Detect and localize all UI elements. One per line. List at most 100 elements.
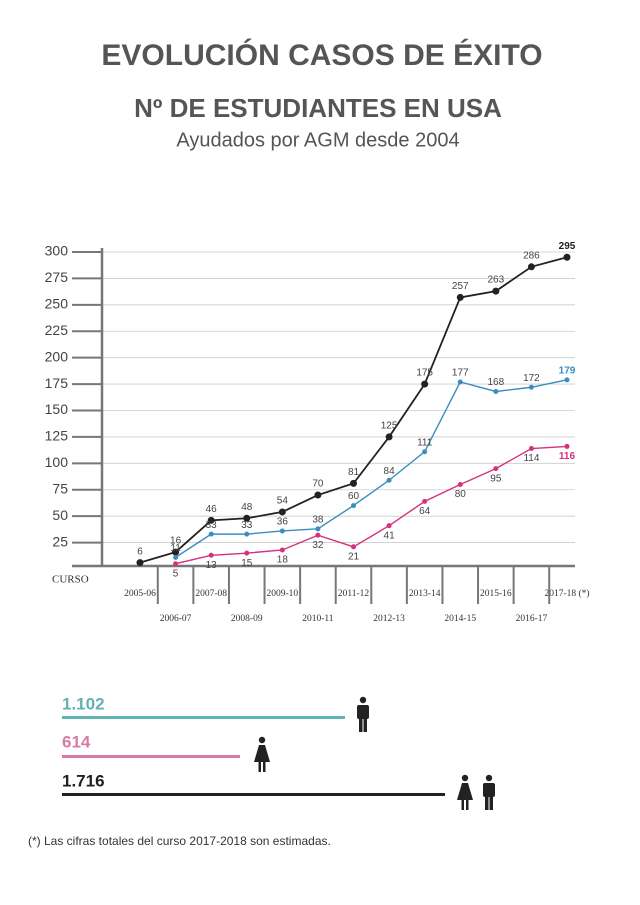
point: [351, 503, 356, 509]
x-tick-label: 2009-10: [266, 589, 298, 599]
data-label: 60: [348, 491, 360, 502]
data-label: 5: [173, 568, 179, 579]
data-label: 54: [277, 496, 289, 507]
point: [136, 559, 144, 567]
point: [563, 253, 571, 261]
y-tick-label: 75: [52, 480, 68, 496]
point: [173, 554, 179, 560]
point: [208, 552, 214, 558]
y-tick-label: 100: [45, 454, 69, 470]
data-label: 41: [384, 530, 396, 541]
point: [457, 379, 463, 385]
y-tick-label: 250: [45, 296, 69, 312]
data-label: 32: [312, 540, 324, 551]
point: [564, 377, 570, 383]
data-label: 70: [312, 479, 324, 490]
data-label: 84: [384, 466, 396, 477]
point: [173, 561, 179, 567]
data-label: 125: [381, 421, 398, 432]
point: [493, 388, 499, 394]
point: [208, 531, 214, 537]
data-label: 177: [452, 368, 469, 379]
x-tick-label: 2012-13: [373, 614, 405, 624]
data-label: 36: [277, 517, 289, 528]
total-label: 1.716: [62, 771, 105, 790]
data-label: 18: [277, 555, 289, 566]
x-tick-label: 2008-09: [231, 614, 263, 624]
female-icon: [457, 774, 473, 810]
point: [528, 384, 534, 390]
y-tick-label: 200: [45, 348, 69, 364]
total-bar: [62, 793, 445, 796]
point: [528, 446, 534, 452]
series-line: [175, 379, 568, 558]
point: [314, 491, 322, 499]
data-label: 111: [417, 437, 433, 448]
data-label: 116: [559, 451, 576, 462]
x-tick-label: 2006-07: [160, 614, 192, 624]
data-label: 16: [170, 536, 182, 547]
total-bar: [62, 716, 345, 719]
point: [350, 479, 357, 487]
subtitle: Nº DE ESTUDIANTES EN USA: [134, 93, 502, 123]
data-label: 46: [206, 504, 218, 515]
data-label: 13: [206, 560, 218, 571]
data-label: 80: [455, 489, 467, 500]
y-tick-label: 125: [45, 428, 69, 444]
data-label: 21: [348, 551, 360, 562]
footnote: (*) Las cifras totales del curso 2017-20…: [28, 834, 331, 848]
total-bar: [62, 755, 240, 758]
male-icon: [483, 774, 495, 810]
point: [527, 263, 535, 271]
male-icon: [357, 696, 369, 732]
x-tick-label: 2014-15: [444, 614, 476, 624]
point: [385, 433, 393, 441]
series-line: [175, 445, 568, 565]
point: [279, 547, 285, 553]
point: [278, 508, 286, 516]
data-label: 172: [523, 373, 540, 384]
point: [456, 293, 464, 301]
point: [386, 523, 392, 529]
point: [422, 449, 428, 455]
point: [386, 477, 392, 483]
data-label: 33: [206, 520, 218, 531]
x-tick-label: 2010-11: [302, 614, 334, 624]
data-label: 114: [523, 453, 539, 464]
data-label: 48: [241, 502, 253, 513]
data-label: 263: [487, 275, 504, 286]
data-label: 179: [559, 365, 576, 376]
x-tick-label: 2017-18 (*): [544, 588, 589, 599]
data-label: 257: [452, 281, 469, 292]
point: [493, 466, 499, 472]
data-label: 15: [241, 558, 253, 569]
point: [244, 531, 250, 537]
x-tick-label: 2007-08: [195, 589, 227, 599]
x-tick-label: 2013-14: [409, 589, 441, 599]
y-tick-label: 275: [45, 269, 69, 285]
x-tick-label: 2011-12: [338, 589, 370, 599]
total-label: 1.102: [62, 694, 105, 713]
point: [315, 526, 321, 532]
caption: Ayudados por AGM desde 2004: [176, 129, 459, 151]
y-tick-label: 300: [45, 243, 69, 259]
data-label: 64: [419, 506, 431, 517]
point: [457, 481, 463, 487]
y-tick-label: 25: [52, 533, 68, 549]
point: [564, 443, 570, 449]
data-label: 38: [312, 514, 324, 525]
x-axis-label: CURSO: [52, 574, 89, 586]
title: EVOLUCIÓN CASOS DE ÉXITO: [101, 38, 542, 72]
x-tick-label: 2015-16: [480, 589, 512, 599]
data-label: 175: [416, 368, 433, 379]
data-label: 81: [348, 467, 360, 478]
point: [492, 287, 500, 295]
point: [172, 548, 180, 556]
total-label: 614: [62, 732, 91, 751]
data-label: 33: [241, 520, 253, 531]
point: [279, 528, 285, 534]
plot: 25 50 75 100 125 150 175 200 225 250 275 300 2005-06…: [45, 241, 590, 624]
point: [421, 380, 429, 388]
point: [207, 516, 215, 524]
